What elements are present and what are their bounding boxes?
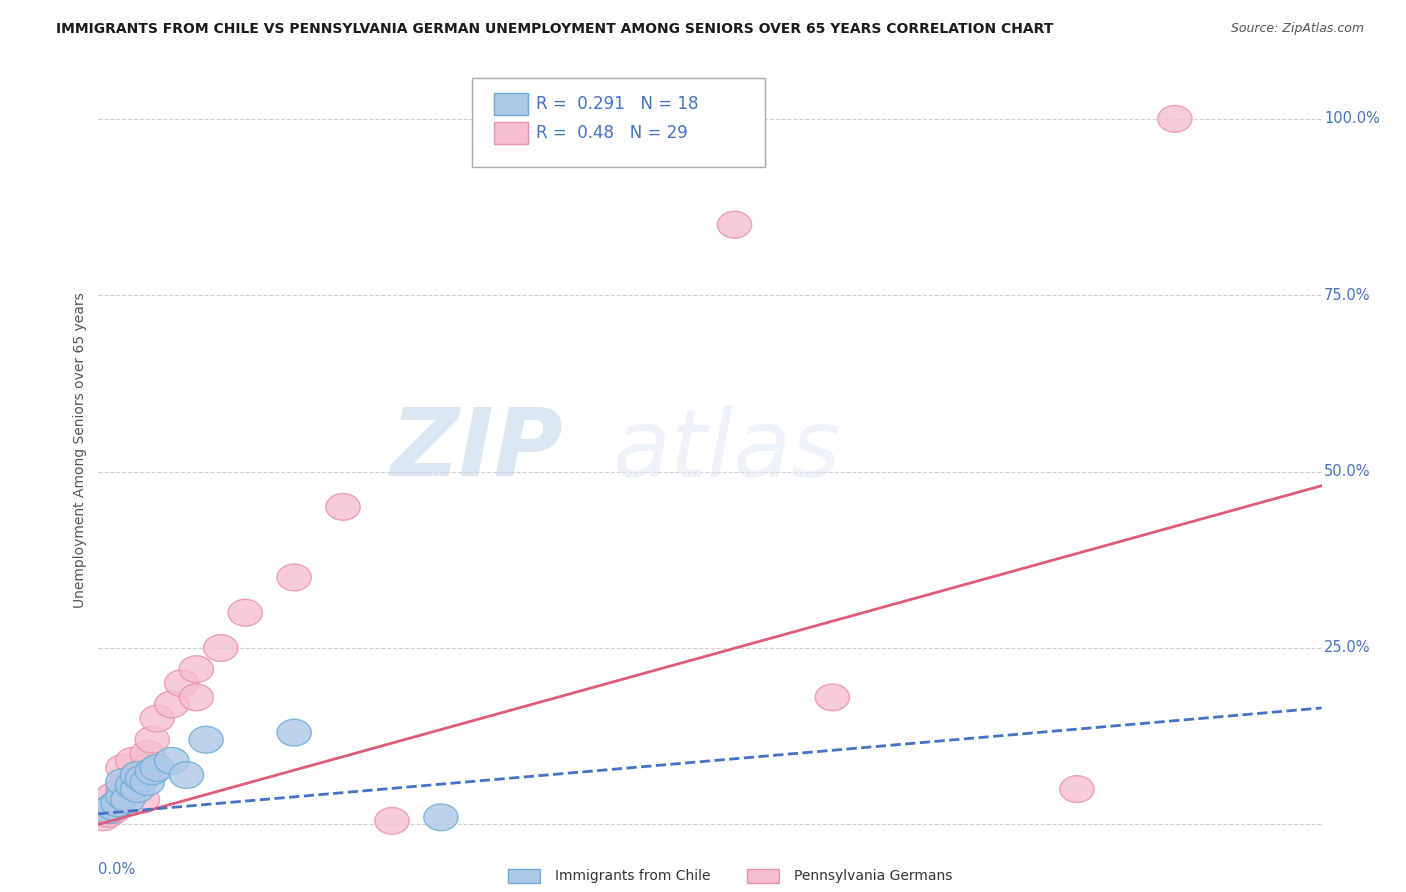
Ellipse shape xyxy=(135,726,169,753)
Ellipse shape xyxy=(717,211,752,238)
Text: Source: ZipAtlas.com: Source: ZipAtlas.com xyxy=(1230,22,1364,36)
Ellipse shape xyxy=(1157,105,1192,132)
Ellipse shape xyxy=(155,691,188,718)
Ellipse shape xyxy=(115,747,150,774)
FancyBboxPatch shape xyxy=(508,869,540,883)
Ellipse shape xyxy=(91,800,125,827)
Ellipse shape xyxy=(105,755,141,781)
Ellipse shape xyxy=(111,772,145,799)
Ellipse shape xyxy=(169,762,204,789)
Ellipse shape xyxy=(423,804,458,830)
Text: ZIP: ZIP xyxy=(391,404,564,497)
Ellipse shape xyxy=(105,769,141,796)
Ellipse shape xyxy=(91,797,125,823)
Text: 50.0%: 50.0% xyxy=(1324,464,1371,479)
Ellipse shape xyxy=(155,747,188,774)
Ellipse shape xyxy=(96,783,131,810)
Ellipse shape xyxy=(96,797,131,823)
Ellipse shape xyxy=(101,789,135,816)
Ellipse shape xyxy=(165,670,198,697)
Ellipse shape xyxy=(1060,776,1094,803)
Ellipse shape xyxy=(375,807,409,834)
Ellipse shape xyxy=(326,493,360,520)
Ellipse shape xyxy=(121,776,155,803)
FancyBboxPatch shape xyxy=(747,869,779,883)
Ellipse shape xyxy=(121,762,155,789)
Text: R =  0.48   N = 29: R = 0.48 N = 29 xyxy=(536,124,688,142)
FancyBboxPatch shape xyxy=(494,94,527,115)
Ellipse shape xyxy=(277,719,311,746)
Ellipse shape xyxy=(125,765,160,792)
Ellipse shape xyxy=(86,804,121,830)
Ellipse shape xyxy=(131,755,165,781)
Ellipse shape xyxy=(179,656,214,682)
Ellipse shape xyxy=(141,755,174,781)
Ellipse shape xyxy=(115,769,150,796)
Ellipse shape xyxy=(815,684,849,711)
Text: Immigrants from Chile: Immigrants from Chile xyxy=(555,869,711,883)
FancyBboxPatch shape xyxy=(494,122,527,144)
Ellipse shape xyxy=(188,726,224,753)
Ellipse shape xyxy=(101,789,135,816)
Ellipse shape xyxy=(277,564,311,591)
Text: Pennsylvania Germans: Pennsylvania Germans xyxy=(794,869,953,883)
Text: IMMIGRANTS FROM CHILE VS PENNSYLVANIA GERMAN UNEMPLOYMENT AMONG SENIORS OVER 65 : IMMIGRANTS FROM CHILE VS PENNSYLVANIA GE… xyxy=(56,22,1053,37)
Ellipse shape xyxy=(204,634,238,661)
Y-axis label: Unemployment Among Seniors over 65 years: Unemployment Among Seniors over 65 years xyxy=(73,293,87,608)
Ellipse shape xyxy=(111,786,145,814)
Ellipse shape xyxy=(105,783,141,810)
Ellipse shape xyxy=(141,706,174,732)
Ellipse shape xyxy=(131,740,165,767)
Ellipse shape xyxy=(131,769,165,796)
Ellipse shape xyxy=(179,684,214,711)
Ellipse shape xyxy=(115,772,150,799)
Ellipse shape xyxy=(125,786,160,814)
Ellipse shape xyxy=(105,776,141,803)
Ellipse shape xyxy=(121,762,155,789)
Ellipse shape xyxy=(96,793,131,820)
Text: 25.0%: 25.0% xyxy=(1324,640,1371,656)
Text: R =  0.291   N = 18: R = 0.291 N = 18 xyxy=(536,95,699,113)
Text: 100.0%: 100.0% xyxy=(1324,112,1379,127)
FancyBboxPatch shape xyxy=(471,78,765,167)
Ellipse shape xyxy=(228,599,263,626)
Text: 75.0%: 75.0% xyxy=(1324,288,1371,302)
Ellipse shape xyxy=(135,758,169,785)
Text: atlas: atlas xyxy=(612,405,841,496)
Text: 0.0%: 0.0% xyxy=(98,862,135,877)
